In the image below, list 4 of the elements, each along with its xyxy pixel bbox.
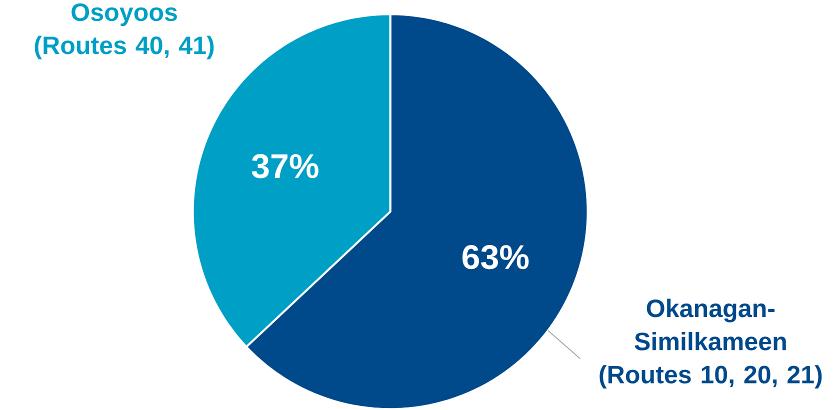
data-label: 63% xyxy=(462,244,529,270)
data-label: 37% xyxy=(252,154,318,178)
slice-label: Osoyoos (Routes 40, 41) xyxy=(34,3,214,60)
slice-label: Okanagan-Similkameen (Routes 10, 20, 21) xyxy=(600,298,822,388)
